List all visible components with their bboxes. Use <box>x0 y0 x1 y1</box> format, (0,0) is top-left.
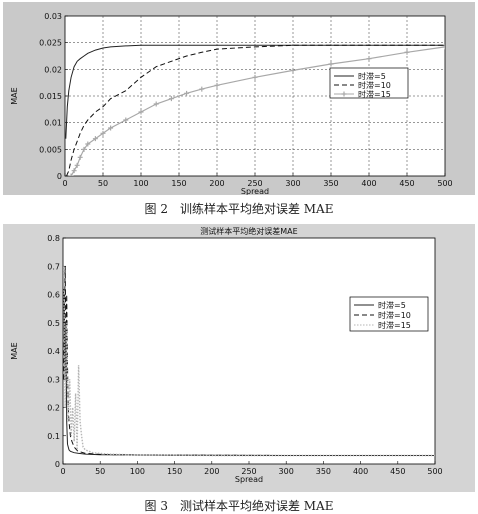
x-tick-label: 400 <box>361 179 376 188</box>
x-tick-label: 250 <box>241 467 256 476</box>
x-tick-label: 150 <box>167 467 182 476</box>
series-marker <box>199 86 205 92</box>
series-marker <box>442 44 445 50</box>
series-marker <box>81 146 87 152</box>
y-tick-label: 0.4 <box>47 347 60 356</box>
x-tick-label: 500 <box>437 179 452 188</box>
legend-marker <box>341 91 347 97</box>
series-marker <box>77 154 83 160</box>
figure-3-caption: 图 3 测试样本平均绝对误差 MAE <box>144 499 334 513</box>
y-tick-label: 0.7 <box>47 262 60 271</box>
series-marker <box>68 173 74 176</box>
series-marker <box>153 101 159 107</box>
legend-label-1: 时滞=5 <box>358 71 386 81</box>
y-axis-label: MAE <box>10 342 19 359</box>
x-tick-label: 200 <box>209 179 224 188</box>
x-tick-label: 100 <box>130 467 145 476</box>
series-marker <box>123 117 129 123</box>
series-marker <box>85 141 91 147</box>
y-axis-label: MAE <box>10 87 19 104</box>
y-tick-label: 0.01 <box>44 119 62 128</box>
x-tick-label: 300 <box>279 467 294 476</box>
series-marker <box>74 162 80 168</box>
y-tick-label: 0.5 <box>47 319 60 328</box>
series-line-3 <box>70 46 445 176</box>
series-line-3 <box>63 266 435 457</box>
x-tick-label: 350 <box>316 467 331 476</box>
series-marker <box>290 67 296 73</box>
y-tick-label: 0.005 <box>39 145 62 154</box>
x-tick-label: 400 <box>353 467 368 476</box>
series-marker <box>214 82 220 88</box>
y-tick-label: 0.025 <box>39 39 62 48</box>
y-tick-label: 0.015 <box>39 92 62 101</box>
x-tick-label: 100 <box>133 179 148 188</box>
series-line-2 <box>66 44 445 176</box>
x-axis-label: Spread <box>235 475 263 484</box>
y-tick-label: 0.3 <box>47 375 60 384</box>
y-tick-label: 0.03 <box>44 12 62 21</box>
x-tick-label: 350 <box>323 179 338 188</box>
x-tick-label: 500 <box>427 467 442 476</box>
series-marker <box>404 49 410 55</box>
figure-2-panel: 0 50 100 150 200 250 300 350 400 450 500 0 0.005 0.01… <box>3 2 475 195</box>
series-marker <box>108 125 114 131</box>
x-tick-label: 0 <box>62 179 67 188</box>
series-marker <box>252 74 258 80</box>
x-tick-label: 150 <box>171 179 186 188</box>
x-tick-label: 50 <box>98 179 108 188</box>
x-tick-label: 50 <box>95 467 105 476</box>
series-marker <box>168 96 174 102</box>
y-tick-label: 0.2 <box>47 404 60 413</box>
figure-2-chart: 0 50 100 150 200 250 300 350 400 450 500 0 0.005 0.01… <box>10 12 453 195</box>
y-tick-label: 0.8 <box>47 234 60 243</box>
series-marker <box>92 136 98 142</box>
x-tick-label: 250 <box>247 179 262 188</box>
x-tick-label: 300 <box>285 179 300 188</box>
legend-box <box>329 67 409 99</box>
series-marker <box>71 168 77 174</box>
series-marker <box>328 61 334 67</box>
legend-label-1: 时滞=5 <box>378 300 406 310</box>
y-tick-label: 0 <box>57 172 62 181</box>
legend-label-2: 时滞=10 <box>378 310 411 320</box>
series-marker <box>184 90 190 96</box>
y-tick-label: 0.6 <box>47 291 60 300</box>
x-axis-label: Spread <box>241 187 269 195</box>
x-tick-label: 0 <box>60 467 65 476</box>
y-tick-label: 0.02 <box>44 65 62 74</box>
legend-box <box>349 296 429 332</box>
y-tick-label: 0 <box>55 460 60 469</box>
x-tick-label: 450 <box>399 179 414 188</box>
legend-label-3: 时滞=15 <box>358 89 391 99</box>
x-tick-label: 200 <box>204 467 219 476</box>
series-marker <box>366 56 372 62</box>
legend-label-2: 时滞=10 <box>358 80 391 90</box>
series-marker <box>138 109 144 115</box>
legend-label-3: 时滞=15 <box>378 320 411 330</box>
chart-title: 测试样本平均绝对误差MAE <box>200 226 297 236</box>
y-tick-label: 0.1 <box>47 432 60 441</box>
figure-2-caption: 图 2 训练样本平均绝对误差 MAE <box>144 202 334 216</box>
series-marker <box>100 130 106 136</box>
x-tick-label: 450 <box>390 467 405 476</box>
figure-3-panel: 0 50 100 150 200 250 300 350 400 450 500 0 0.1 0.2 0.3… <box>3 224 475 492</box>
figure-3-chart: 0 50 100 150 200 250 300 350 400 450 500 0 0.1 0.2 0.3… <box>10 226 443 484</box>
plot-area <box>62 237 436 465</box>
